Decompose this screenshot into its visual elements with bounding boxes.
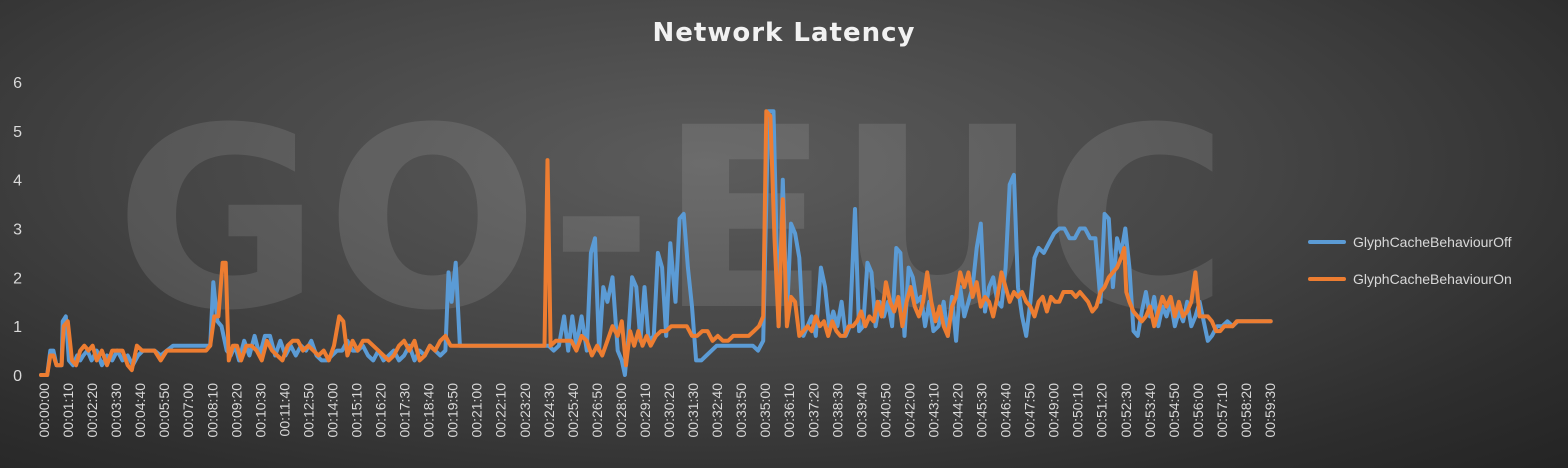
y-axis: 0 1 2 3 4 5 6 <box>13 75 22 385</box>
y-tick-label: 2 <box>13 270 22 287</box>
x-axis: 00:00:00 00:01:10 00:02:20 00:03:30 00:04:40… <box>36 383 1278 438</box>
x-tick-label: 00:52:30 <box>1118 383 1134 438</box>
x-tick-label: 00:01:10 <box>60 383 76 438</box>
chart-legend: GlyphCacheBehaviourOff GlyphCacheBehavio… <box>1308 232 1512 306</box>
x-tick-label: 00:47:50 <box>1022 383 1038 438</box>
x-tick-label: 00:00:00 <box>36 383 52 438</box>
x-tick-label: 00:29:10 <box>637 383 653 438</box>
y-tick-label: 3 <box>13 222 22 239</box>
x-tick-label: 00:28:00 <box>613 383 629 438</box>
series-line-glyph-cache-off <box>39 109 1273 377</box>
chart-title: Network Latency <box>652 18 916 48</box>
x-tick-label: 00:36:10 <box>781 383 797 438</box>
x-tick-label: 00:51:20 <box>1094 383 1110 438</box>
x-tick-label: 00:58:20 <box>1238 383 1254 438</box>
x-tick-label: 00:24:30 <box>541 383 557 438</box>
series-layer <box>39 109 1273 377</box>
x-tick-label: 00:03:30 <box>108 383 124 438</box>
x-tick-label: 00:30:20 <box>661 383 677 438</box>
x-tick-label: 00:15:10 <box>349 383 365 438</box>
x-tick-label: 00:16:20 <box>373 383 389 438</box>
legend-swatch-on <box>1308 277 1346 281</box>
x-tick-label: 00:32:40 <box>709 383 725 438</box>
x-tick-label: 00:26:50 <box>589 383 605 438</box>
x-tick-label: 00:40:50 <box>877 383 893 438</box>
x-tick-label: 00:38:30 <box>829 383 845 438</box>
x-tick-label: 00:07:00 <box>180 383 196 438</box>
x-tick-label: 00:50:10 <box>1070 383 1086 438</box>
y-tick-label: 5 <box>13 124 22 141</box>
series-line-glyph-cache-on <box>39 109 1273 377</box>
y-tick-label: 1 <box>13 319 22 336</box>
legend-label-on: GlyphCacheBehaviourOn <box>1353 271 1512 287</box>
x-tick-label: 00:21:00 <box>469 383 485 438</box>
x-tick-label: 00:05:50 <box>156 383 172 438</box>
x-tick-label: 00:08:10 <box>204 383 220 438</box>
x-tick-label: 00:18:40 <box>421 383 437 438</box>
x-tick-label: 00:49:00 <box>1046 383 1062 438</box>
legend-swatch-off <box>1308 240 1346 244</box>
x-tick-label: 00:04:40 <box>132 383 148 438</box>
x-tick-label: 00:12:50 <box>300 383 316 438</box>
x-tick-label: 00:14:00 <box>325 383 341 438</box>
x-tick-label: 00:56:00 <box>1190 383 1206 438</box>
x-tick-label: 00:39:40 <box>853 383 869 438</box>
x-tick-label: 00:57:10 <box>1214 383 1230 438</box>
x-tick-label: 00:23:20 <box>517 383 533 438</box>
x-tick-label: 00:10:30 <box>252 383 268 438</box>
x-tick-label: 00:33:50 <box>733 383 749 438</box>
x-tick-label: 00:45:30 <box>974 383 990 438</box>
x-tick-label: 00:54:50 <box>1166 383 1182 438</box>
x-tick-label: 00:37:20 <box>805 383 821 438</box>
x-tick-label: 00:25:40 <box>565 383 581 438</box>
x-tick-label: 00:35:00 <box>757 383 773 438</box>
x-tick-label: 00:43:10 <box>926 383 942 438</box>
y-tick-label: 0 <box>13 368 22 385</box>
x-tick-label: 00:59:30 <box>1262 383 1278 438</box>
legend-item-on: GlyphCacheBehaviourOn <box>1308 269 1512 289</box>
legend-label-off: GlyphCacheBehaviourOff <box>1353 234 1512 250</box>
legend-item-off: GlyphCacheBehaviourOff <box>1308 232 1512 252</box>
y-tick-label: 4 <box>13 173 22 190</box>
x-tick-label: 00:44:20 <box>950 383 966 438</box>
x-tick-label: 00:11:40 <box>276 383 292 437</box>
x-tick-label: 00:31:30 <box>685 383 701 438</box>
x-tick-label: 00:09:20 <box>228 383 244 438</box>
x-tick-label: 00:22:10 <box>493 383 509 438</box>
x-tick-label: 00:17:30 <box>397 383 413 438</box>
x-tick-label: 00:19:50 <box>445 383 461 438</box>
y-tick-label: 6 <box>13 75 22 92</box>
x-tick-label: 00:53:40 <box>1142 383 1158 438</box>
x-tick-label: 00:42:00 <box>901 383 917 438</box>
x-tick-label: 00:46:40 <box>998 383 1014 438</box>
x-tick-label: 00:02:20 <box>84 383 100 438</box>
